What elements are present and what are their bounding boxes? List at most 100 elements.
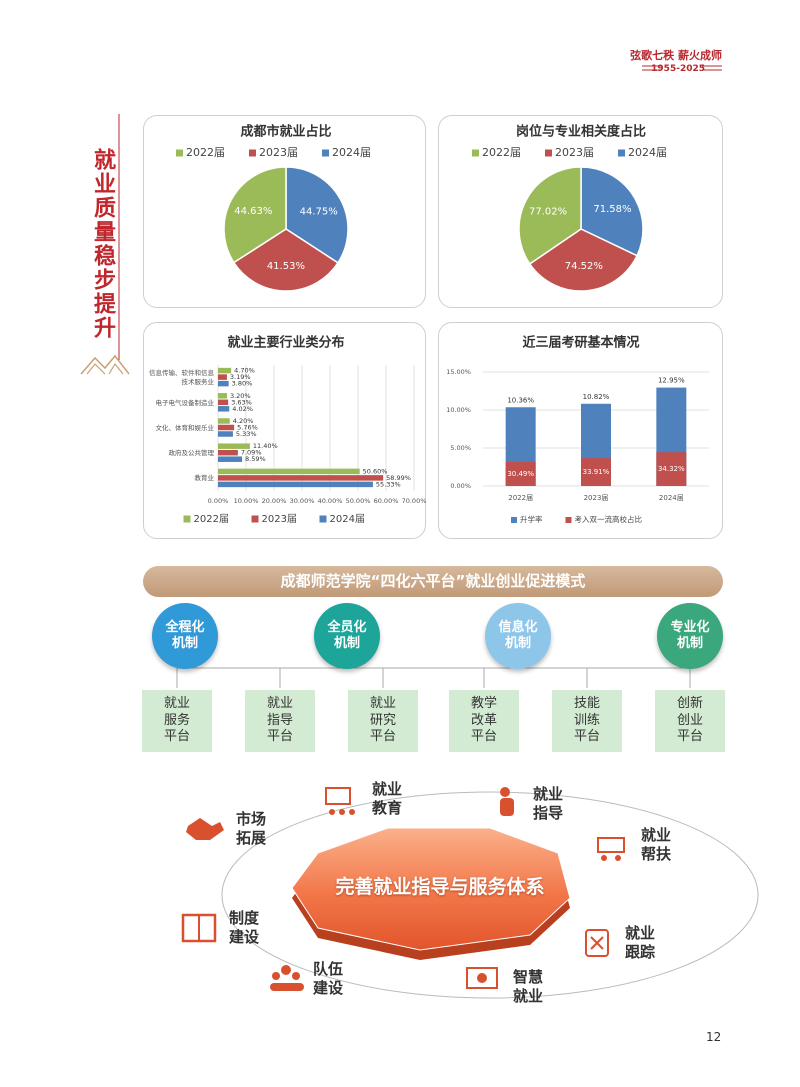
data-label: 3.80% (232, 380, 253, 388)
legend-swatch (511, 517, 517, 523)
bar (218, 418, 230, 424)
bar-share (581, 458, 611, 486)
system-item: 智慧就业 (513, 968, 547, 1006)
platform: 就业研究平台 (348, 690, 418, 752)
legend-swatch (249, 149, 256, 157)
bar (218, 449, 238, 456)
legend-swatch (545, 149, 552, 157)
legend-label: 2022届 (194, 513, 229, 525)
data-label: 10.82% (583, 393, 610, 401)
mechanism-text: 信息化机制 (498, 619, 538, 651)
system-item-text: 就业帮扶 (641, 826, 672, 863)
data-label: 5.76% (237, 424, 258, 432)
data-label: 3.63% (231, 398, 252, 406)
platform: 就业服务平台 (142, 690, 212, 752)
legend-label: 2024届 (330, 513, 365, 525)
bar (218, 443, 250, 449)
pie-slice (580, 166, 644, 257)
x-tick-label: 2022届 (508, 494, 533, 502)
data-label: 41.53% (267, 261, 305, 272)
legend-swatch (319, 515, 327, 523)
chart-panel: 近三届考研基本情况 0.00% 5.00% 10.00% 15.00% 10.36% 30.… (438, 322, 723, 539)
data-label: 58.99% (386, 474, 411, 482)
data-label: 3.19% (230, 373, 251, 381)
legend-label: 2024届 (332, 146, 371, 159)
chart-panel: 成都市就业占比 2022届 2023届 2024届 44.75% 41.53% 44.63% (143, 115, 426, 308)
data-label: 4.20% (233, 417, 254, 425)
system-item: 就业跟踪 (625, 924, 659, 962)
chart: 岗位与专业相关度占比 2022届 2023届 2024届 71.58% 74.52% 77.… (472, 124, 667, 292)
pie-slice (232, 228, 339, 292)
system-item: 市场拓展 (236, 810, 270, 848)
bar-share (505, 461, 536, 486)
years: 1955-2025 (651, 64, 705, 74)
legend-swatch (618, 149, 625, 157)
y-tick-label: 政府及公共管理 (169, 449, 215, 457)
system-item-text: 制度建设 (229, 909, 260, 946)
data-label: 77.02% (529, 207, 567, 218)
bar (218, 380, 229, 387)
platform-text: 教学改革平台 (470, 695, 497, 745)
chart: 近三届考研基本情况 0.00% 5.00% 10.00% 15.00% 10.36% 30.… (446, 335, 709, 524)
data-label: 8.59% (245, 455, 266, 463)
data-label: 11.40% (253, 442, 278, 450)
x-tick-label: 40.00% (318, 497, 343, 505)
system-item-text: 队伍建设 (313, 960, 344, 997)
system-item-text: 市场拓展 (236, 810, 267, 847)
system-center: 完善就业指导与服务体系 (335, 876, 545, 898)
bar (218, 374, 227, 380)
bar (218, 367, 232, 374)
mechanism: 专业化机制 (657, 603, 723, 669)
data-label: 71.58% (593, 204, 631, 215)
legend-swatch (565, 517, 572, 523)
y-tick-label: 0.00% (450, 482, 471, 490)
data-label: 7.09% (241, 449, 262, 457)
chart-title: 成都市就业占比 (240, 124, 331, 140)
data-label: 5.33% (236, 430, 257, 438)
legend-label: 2023届 (555, 146, 594, 159)
x-tick-label: 60.00% (374, 497, 399, 505)
data-label: 44.63% (234, 206, 272, 217)
bar (218, 399, 229, 406)
system-item: 队伍建设 (313, 960, 347, 998)
legend-swatch (251, 515, 259, 523)
y-tick-label: 文化、体育和娱乐业 (155, 423, 215, 432)
legend-swatch (183, 515, 191, 523)
y-tick-label-text: 信息传输、软件和信息技术服务业 (149, 369, 214, 386)
data-label: 4.02% (232, 405, 253, 413)
system-item-text: 智慧就业 (513, 968, 544, 1005)
legend-swatch (472, 149, 479, 157)
x-tick-label: 30.00% (290, 497, 315, 505)
bar-share (656, 452, 687, 486)
y-tick-label-text: 电子电气设备制造业 (155, 398, 215, 407)
chart: 成都市就业占比 2022届 2023届 2024届 44.75% 41.53% 44.63% (176, 124, 371, 292)
y-tick-label: 教育业 (195, 474, 215, 482)
system-item-text: 就业指导 (533, 785, 564, 822)
bar (218, 393, 227, 399)
mechanism-text: 全员化机制 (327, 619, 367, 651)
legend-label: 考入双一流高校占比 (575, 514, 643, 524)
pie-slice (518, 166, 582, 265)
platform: 技能训练平台 (552, 690, 622, 752)
data-label: 34.32% (658, 465, 685, 473)
mechanism-text: 专业化机制 (670, 619, 710, 651)
bar (218, 424, 235, 431)
model-title: 成都师范学院“四化六平台”就业创业促进模式 (143, 566, 723, 597)
mechanism: 信息化机制 (485, 603, 551, 669)
platform-text: 技能训练平台 (573, 695, 600, 745)
legend-label: 2022届 (482, 146, 521, 159)
page-number: 12 (706, 1030, 722, 1044)
legend-label: 2024届 (628, 146, 667, 159)
data-label: 10.36% (507, 396, 534, 404)
bar (218, 406, 230, 412)
platform: 教学改革平台 (449, 690, 519, 752)
data-label: 12.95% (658, 377, 685, 385)
platform: 就业指导平台 (245, 690, 315, 752)
bar (218, 475, 384, 481)
x-tick-label: 20.00% (262, 497, 287, 505)
system-item-text: 就业教育 (372, 780, 403, 817)
legend-label: 2023届 (262, 513, 297, 525)
y-tick-label-text: 文化、体育和娱乐业 (155, 423, 215, 432)
x-tick-label: 50.00% (346, 497, 371, 505)
